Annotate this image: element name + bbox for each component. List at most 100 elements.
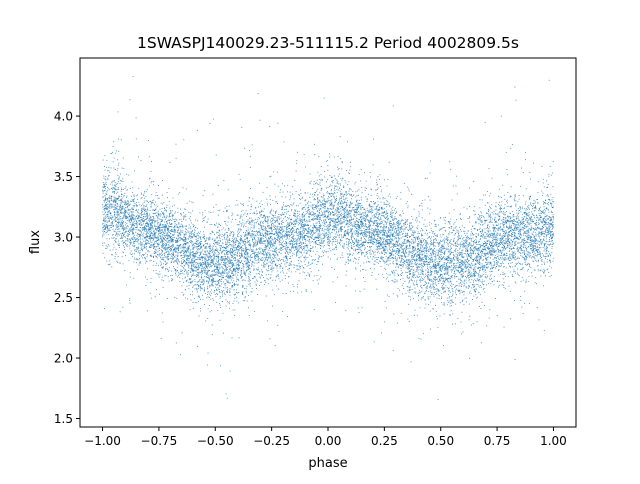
data-point xyxy=(108,228,110,230)
data-point xyxy=(164,253,166,255)
data-point xyxy=(481,275,483,277)
data-point xyxy=(490,236,492,238)
data-point xyxy=(393,244,395,246)
data-point xyxy=(387,257,389,259)
data-point xyxy=(434,219,436,221)
data-point xyxy=(240,245,242,247)
data-point xyxy=(162,203,164,205)
data-point xyxy=(204,255,206,257)
data-point xyxy=(366,231,368,233)
data-point xyxy=(227,216,229,218)
data-point xyxy=(541,212,543,214)
data-point xyxy=(204,251,206,253)
data-point xyxy=(494,218,496,220)
data-point xyxy=(143,254,145,256)
data-point xyxy=(417,237,418,239)
data-point xyxy=(226,268,227,270)
data-point xyxy=(277,223,279,225)
data-point xyxy=(541,231,543,233)
data-point xyxy=(364,248,366,250)
data-point xyxy=(434,259,436,261)
data-point xyxy=(448,290,450,292)
data-point xyxy=(342,202,344,204)
data-point xyxy=(497,212,499,214)
data-point xyxy=(341,199,342,201)
data-point xyxy=(496,239,498,240)
data-point xyxy=(219,264,221,266)
data-point xyxy=(142,220,144,222)
data-point xyxy=(421,287,423,289)
data-point xyxy=(151,194,153,196)
data-point xyxy=(284,216,286,218)
data-point xyxy=(520,185,522,187)
data-point xyxy=(240,237,242,239)
data-point xyxy=(408,259,410,261)
data-point xyxy=(319,222,321,224)
data-point xyxy=(327,209,329,211)
data-point xyxy=(400,256,402,258)
data-point xyxy=(265,251,266,253)
data-point xyxy=(480,257,482,259)
data-point xyxy=(211,252,213,254)
data-point xyxy=(239,239,241,241)
data-point xyxy=(346,216,348,218)
data-point xyxy=(458,270,459,271)
data-point xyxy=(360,229,362,231)
data-point xyxy=(301,261,302,263)
data-point xyxy=(239,255,241,257)
data-point xyxy=(130,219,132,221)
data-point xyxy=(524,260,526,262)
data-point xyxy=(114,199,116,201)
data-point xyxy=(409,280,411,282)
data-point xyxy=(206,255,208,257)
data-point xyxy=(369,241,371,243)
data-point xyxy=(414,259,416,261)
data-point xyxy=(177,276,179,278)
data-point xyxy=(493,236,495,238)
data-point xyxy=(131,219,133,221)
data-point xyxy=(265,232,267,234)
data-point xyxy=(433,265,435,267)
data-point xyxy=(542,178,544,180)
data-point xyxy=(132,216,134,218)
data-point xyxy=(289,268,291,270)
data-point xyxy=(292,229,294,231)
data-point xyxy=(300,189,301,191)
data-point xyxy=(332,219,334,221)
data-point xyxy=(312,214,314,216)
data-point xyxy=(264,215,266,217)
data-point xyxy=(248,273,250,275)
data-point xyxy=(225,265,227,267)
data-point xyxy=(544,213,546,215)
data-point xyxy=(169,247,171,249)
data-point xyxy=(240,214,242,216)
data-point xyxy=(218,252,220,254)
data-point xyxy=(200,257,202,259)
data-point xyxy=(491,252,493,254)
data-point xyxy=(315,205,316,207)
data-point xyxy=(435,278,437,280)
data-point xyxy=(164,242,166,244)
data-point xyxy=(206,277,208,279)
data-point xyxy=(146,213,147,214)
data-point xyxy=(312,214,313,215)
data-point xyxy=(280,233,282,235)
data-point xyxy=(379,231,381,233)
data-point xyxy=(284,209,286,210)
data-point xyxy=(219,250,221,251)
data-point xyxy=(420,252,422,254)
data-point xyxy=(409,241,410,242)
data-point xyxy=(335,236,337,238)
data-point xyxy=(206,221,208,223)
data-point xyxy=(245,235,247,237)
data-point xyxy=(297,240,298,242)
data-point xyxy=(356,218,358,219)
data-point xyxy=(292,244,294,246)
data-point xyxy=(272,289,274,291)
data-point xyxy=(396,242,398,244)
data-point xyxy=(432,258,434,260)
data-point xyxy=(537,227,539,228)
data-point xyxy=(136,206,138,208)
data-point xyxy=(187,246,189,248)
data-point xyxy=(260,235,262,237)
